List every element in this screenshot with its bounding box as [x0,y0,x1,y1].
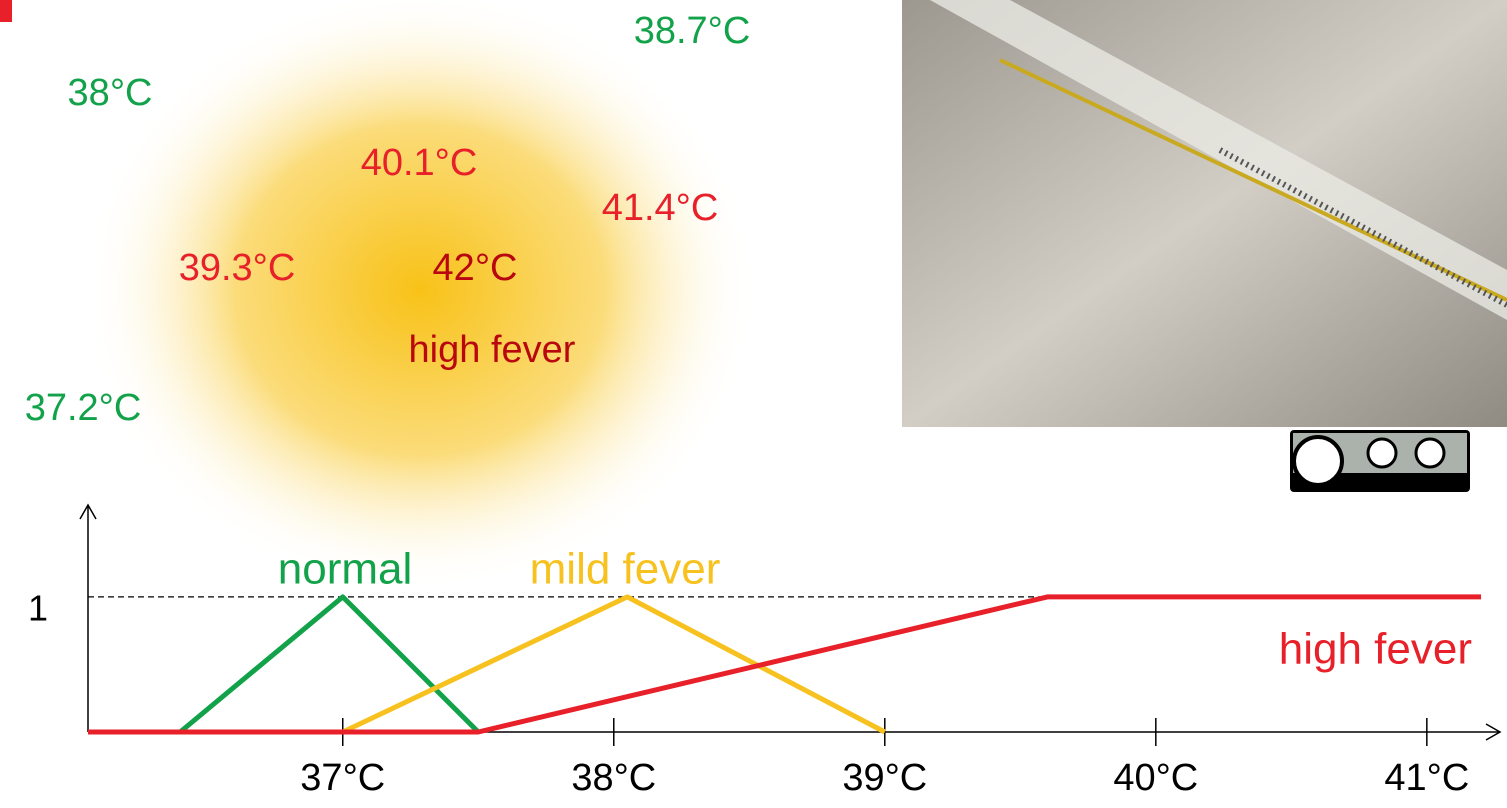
annotation: 37.2°C [25,387,142,429]
annotation: 41.4°C [602,187,719,229]
series-line [88,597,1481,732]
annotation: 42°C [433,247,518,289]
series-label: normal [278,545,413,594]
annotation: 39.3°C [179,247,296,289]
photo-bg [902,0,1507,427]
x-tick-label: 39°C [842,757,927,799]
annotation: 38.7°C [634,10,751,52]
series-line [343,597,885,732]
title-fragment [0,0,12,22]
license-badge [1290,430,1470,492]
glow [85,0,755,590]
x-tick-label: 37°C [300,757,385,799]
slide: 1 37°C 38°C 39°C 40°C 41°C normal mild fever hig… [0,0,1507,808]
x-tick-label: 40°C [1113,757,1198,799]
photo [902,0,1507,427]
series-line [180,597,478,732]
annotation: 40.1°C [361,142,478,184]
annotation: 38°C [68,72,153,114]
x-tick-label: 41°C [1384,757,1469,799]
series-label: high fever [1279,625,1472,674]
series-label: mild fever [530,545,721,594]
annotation: high fever [409,329,576,371]
x-tick-label: 38°C [571,757,656,799]
y-tick-label: 1 [28,587,48,628]
